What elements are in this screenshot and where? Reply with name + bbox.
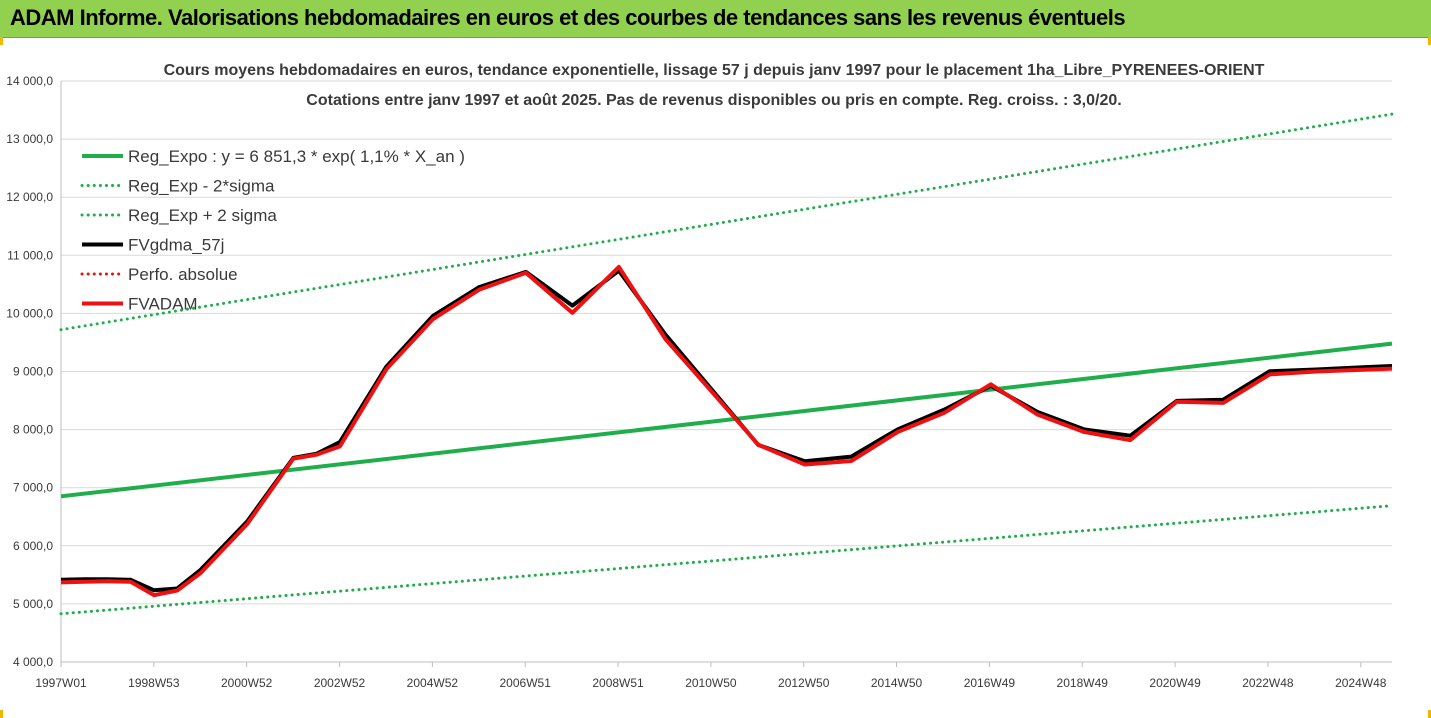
series-line-reg_plus: [59, 112, 1394, 332]
legend-label-perfo: Perfo. absolue: [128, 265, 238, 284]
x-tick-label: 2018W49: [1057, 676, 1109, 690]
x-tick-label: 2008W51: [592, 676, 644, 690]
x-tick-label: 2002W52: [314, 676, 366, 690]
series-line-fvadam: [60, 264, 1393, 598]
y-tick-label: 11 000,0: [7, 248, 53, 262]
y-tick-label: 14 000,0: [6, 74, 53, 88]
legend-label-reg_plus: Reg_Exp + 2 sigma: [128, 206, 277, 225]
x-tick-label: 2012W50: [778, 676, 830, 690]
legend-label-reg_expo: Reg_Expo : y = 6 851,3 * exp( 1,1% * X_a…: [128, 147, 465, 166]
corner-accent-bottom-left: [0, 710, 3, 718]
y-tick-label: 7 000,0: [13, 481, 53, 495]
chart-area: 4 000,0 5 000,0 6 000,0 7 000,0 8 000,0 9 000…: [0, 38, 1431, 718]
x-tick-label: 2010W50: [685, 676, 737, 690]
header-bar: ADAM Informe. Valorisations hebdomadaire…: [0, 0, 1431, 38]
corner-accent-left: [0, 37, 3, 45]
corner-accent-bottom-right: [1428, 710, 1431, 718]
x-tick-label: 2020W49: [1149, 676, 1201, 690]
series-line-reg_expo: [60, 341, 1393, 499]
x-tick-label: 2016W49: [964, 676, 1016, 690]
y-tick-label: 6 000,0: [13, 539, 53, 553]
x-tick-label: 1998W53: [128, 676, 180, 690]
series-line-reg_minus: [59, 504, 1394, 616]
chart-title-line-1: Cours moyens hebdomadaires en euros, ten…: [164, 62, 1265, 79]
corner-accent-right: [1428, 37, 1431, 45]
x-tick-label: 2000W52: [221, 676, 273, 690]
legend-label-fvgdma: FVgdma_57j: [128, 236, 224, 255]
y-tick-label: 8 000,0: [13, 423, 53, 437]
x-tick-label: 2006W51: [500, 676, 552, 690]
line-chart: 4 000,0 5 000,0 6 000,0 7 000,0 8 000,0 9 000…: [6, 62, 1394, 690]
series-line-fvgdma: [60, 268, 1393, 593]
y-tick-label: 5 000,0: [13, 597, 53, 611]
page-title: ADAM Informe. Valorisations hebdomadaire…: [10, 5, 1126, 30]
y-tick-label: 4 000,0: [13, 655, 53, 669]
x-tick-label: 1997W01: [35, 676, 87, 690]
y-tick-label: 10 000,0: [6, 306, 53, 320]
chart-title-line-2: Cotations entre janv 1997 et août 2025. …: [306, 92, 1121, 109]
x-tick-label: 2022W48: [1242, 676, 1294, 690]
x-tick-label: 2014W50: [871, 676, 923, 690]
y-tick-label: 12 000,0: [6, 190, 53, 204]
x-tick-label: 2004W52: [407, 676, 459, 690]
y-tick-label: 9 000,0: [13, 365, 53, 379]
legend-label-reg_minus: Reg_Exp - 2*sigma: [128, 177, 275, 196]
x-tick-label: 2024W48: [1335, 676, 1387, 690]
y-tick-label: 13 000,0: [6, 132, 53, 146]
legend-label-fvadam: FVADAM: [128, 295, 198, 314]
